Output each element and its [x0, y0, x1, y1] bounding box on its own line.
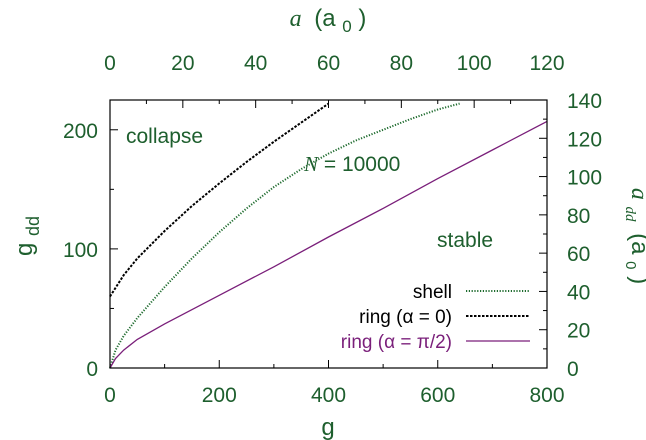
y2-tick-label: 100: [567, 167, 602, 190]
legend: shell ring (α = 0) ring (α = π/2): [341, 282, 530, 353]
y2-tick-label: 120: [567, 128, 602, 151]
y2-tick-label: 60: [567, 243, 590, 266]
x-tick-label: 600: [420, 384, 455, 407]
x2-axis-label-var: a: [290, 6, 302, 32]
x2-tick-labels: 0 20 40 60 80 100 120: [104, 52, 564, 75]
y2-tick-label: 40: [567, 281, 590, 304]
y-tick-label: 200: [63, 120, 98, 143]
y2-tick-label: 140: [567, 90, 602, 113]
x-tick-label: 800: [529, 384, 564, 407]
annotation-n-var: N: [303, 152, 319, 176]
x-tick-labels: 0 200 400 600 800: [104, 384, 564, 407]
legend-label-3: ring (α = π/2): [341, 332, 452, 353]
annotation-n: N = 10000: [303, 152, 400, 176]
y2-tick-label: 0: [567, 358, 579, 381]
y2-tick-label: 80: [567, 205, 590, 228]
x2-tick-label: 40: [244, 52, 267, 75]
y-tick-label: 100: [63, 239, 98, 262]
y-axis-label-sub: dd: [23, 216, 43, 236]
y2-tick-labels: 0 20 40 60 80 100 120 140: [567, 90, 602, 381]
annotation-stable: stable: [437, 229, 493, 252]
x-tick-label: 200: [202, 384, 237, 407]
series-layer: [109, 102, 548, 369]
x2-tick-label: 60: [317, 52, 340, 75]
x2-tick-label: 120: [529, 52, 564, 75]
legend-label-2: ring (α = 0): [359, 307, 452, 328]
y2-axis-label: a dd (a 0 ): [620, 188, 646, 284]
series-line-3: [109, 120, 548, 369]
x2-tick-label: 20: [171, 52, 194, 75]
y2-tick-label: 20: [567, 320, 590, 343]
y2-axis-label-unit-sub: 0: [622, 261, 639, 269]
y-tick-labels: 0 100 200: [63, 120, 98, 381]
x2-tick-label: 0: [104, 52, 116, 75]
x-tick-label: 0: [104, 384, 116, 407]
annotation-collapse: collapse: [126, 125, 203, 148]
x-axis-label: g: [321, 414, 334, 440]
x2-tick-label: 100: [457, 52, 492, 75]
y2-axis-label-var: a: [626, 188, 646, 200]
y2-axis-label-unit-close: ): [626, 276, 646, 284]
x2-axis-label: a (a 0 ): [290, 5, 367, 38]
x2-axis-label-unit: (a: [314, 5, 336, 32]
y-axis-label-main: g: [11, 243, 38, 256]
x2-axis-label-unit-close: ): [358, 5, 366, 32]
x2-axis-label-unit-sub: 0: [342, 17, 351, 36]
x-tick-label: 400: [311, 384, 346, 407]
y-tick-label: 0: [86, 358, 98, 381]
x2-tick-label: 80: [390, 52, 413, 75]
y2-axis-label-unit: (a: [626, 233, 646, 255]
annotation-n-rest: = 10000: [318, 153, 400, 176]
legend-label-1: shell: [413, 282, 452, 303]
series-line-1: [109, 102, 460, 369]
y-axis-label: g dd: [11, 216, 43, 256]
plot-frame: [109, 99, 548, 369]
y2-axis-label-sub: dd: [622, 206, 638, 222]
series-line-2: [109, 102, 330, 298]
